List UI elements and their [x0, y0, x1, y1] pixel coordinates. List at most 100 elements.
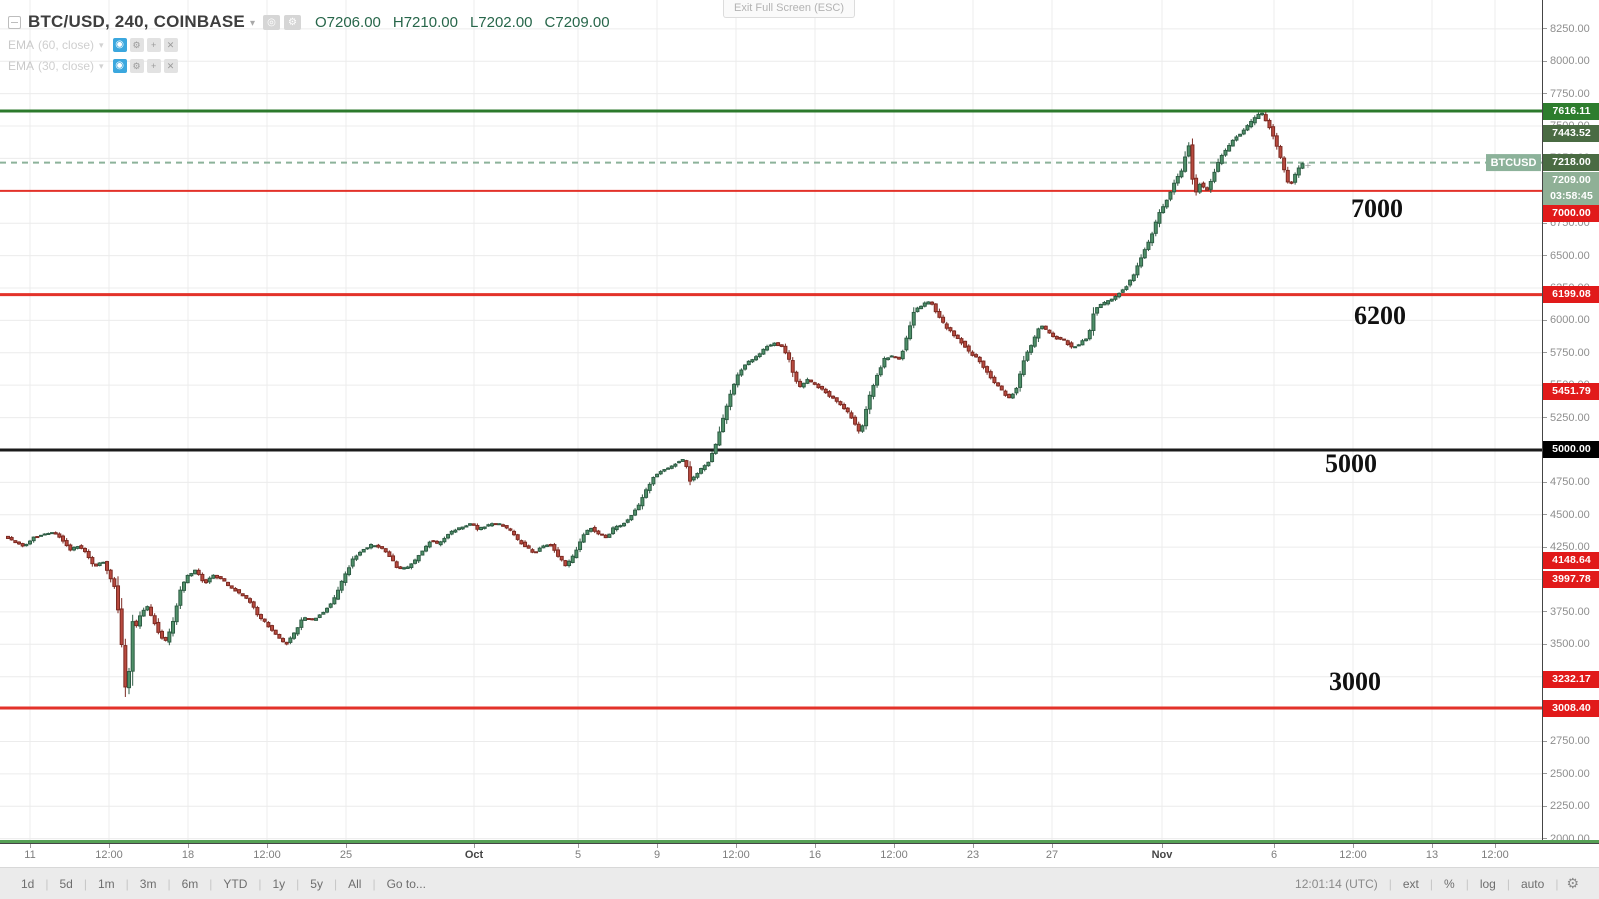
toolbar-separator: |: [296, 876, 300, 891]
toolbar-separator: |: [125, 876, 129, 891]
range-button-1m[interactable]: 1m: [97, 876, 115, 891]
time-tick-mark: [1052, 844, 1053, 848]
indicator-visibility-icon[interactable]: ◉: [112, 59, 127, 73]
symbol-dropdown-caret[interactable]: ▾: [249, 17, 255, 29]
time-tick-mark: [736, 844, 737, 848]
clock-utc[interactable]: 12:01:14 (UTC): [1295, 876, 1378, 891]
time-tick-mark: [657, 844, 658, 848]
time-tick-label: 12:00: [880, 849, 908, 861]
bottom-toolbar: 1d | 5d | 1m | 3m | 6m | YTD | 1y | 5y | All | Go to... 12…: [0, 867, 1599, 899]
toolbar-separator: |: [1429, 876, 1434, 891]
annotation-6200[interactable]: 6200: [1354, 301, 1406, 330]
indicator-caret[interactable]: ▾: [99, 40, 104, 50]
series-visibility-icon[interactable]: ◎: [262, 14, 280, 30]
chart-plot-area[interactable]: 7000 6200 5000 3000 BTCUSD + BTC/USD, 240, CO…: [0, 0, 1542, 843]
indicator-visibility-icon[interactable]: ◉: [112, 38, 127, 52]
time-tick-mark: [474, 844, 475, 848]
price-badge-6199.08: 6199.08: [1543, 286, 1599, 304]
toolbar-button-ext[interactable]: ext: [1402, 876, 1419, 891]
indicator-settings-icon[interactable]: ⚙: [129, 59, 144, 73]
grid-lines: [0, 0, 1542, 843]
indicator-add-icon[interactable]: +: [146, 38, 161, 52]
price-badge-7443.52: 7443.52: [1543, 124, 1599, 142]
time-tick-label: 5: [574, 849, 582, 861]
time-tick-mark: [30, 844, 31, 848]
ohlc-high: H7210.00: [392, 13, 458, 31]
price-badge-5451.79: 5451.79: [1543, 382, 1599, 400]
goto-button[interactable]: Go to...: [386, 876, 426, 891]
indicator-name[interactable]: EMA: [8, 59, 35, 73]
ohlc-low: L7202.00: [469, 13, 533, 31]
indicator-name[interactable]: EMA: [8, 38, 35, 52]
range-button-1d[interactable]: 1d: [21, 876, 35, 891]
range-button-6m[interactable]: 6m: [181, 876, 199, 891]
price-tick: 5750.00: [1543, 346, 1590, 360]
price-badge-5000.00: 5000.00: [1543, 441, 1599, 459]
toolbar-button-log[interactable]: log: [1479, 876, 1496, 891]
toolbar-button-auto[interactable]: auto: [1520, 876, 1545, 891]
time-tick-label: 23: [966, 849, 980, 861]
gear-icon[interactable]: ⚙: [1566, 875, 1579, 891]
time-tick-mark: [578, 844, 579, 848]
time-tick-label: Nov: [1151, 849, 1173, 861]
price-badge-7616.11: 7616.11: [1543, 102, 1599, 120]
time-tick-mark: [109, 844, 110, 848]
time-tick-mark: [973, 844, 974, 848]
time-tick-mark: [267, 844, 268, 848]
indicator-remove-icon[interactable]: ✕: [163, 38, 178, 52]
time-tick-mark: [1162, 844, 1163, 848]
time-tick-mark: [894, 844, 895, 848]
price-badge-3997.78: 3997.78: [1543, 571, 1599, 589]
range-button-3m[interactable]: 3m: [139, 876, 157, 891]
price-tick: 5250.00: [1543, 411, 1590, 425]
indicator-row-1: EMA (60, close) ▾ ◉ ⚙ + ✕: [8, 35, 610, 55]
last-price-marker: +: [1305, 160, 1311, 172]
ohlc-close: C7209.00: [544, 13, 610, 31]
toolbar-separator: |: [372, 876, 376, 891]
range-button-1y[interactable]: 1y: [272, 876, 286, 891]
exit-fullscreen-tooltip: Exit Full Screen (ESC): [723, 0, 856, 18]
annotation-3000[interactable]: 3000: [1329, 667, 1381, 696]
time-tick-label: 16: [808, 849, 822, 861]
price-badge-7218.00: 7218.00: [1543, 154, 1599, 172]
time-tick-label: 27: [1045, 849, 1059, 861]
indicator-add-icon[interactable]: +: [146, 59, 161, 73]
svg-text:BTCUSD: BTCUSD: [1491, 157, 1537, 169]
price-axis[interactable]: 8250.008000.007750.007500.007250.007000.…: [1542, 0, 1599, 843]
range-button-5y[interactable]: 5y: [310, 876, 323, 891]
toolbar-separator: |: [167, 876, 171, 891]
range-button-All[interactable]: All: [348, 876, 362, 891]
price-tick: 2000.00: [1543, 832, 1590, 843]
symbol-title[interactable]: BTC/USD, 240, COINBASE: [28, 12, 245, 31]
price-tick: 2250.00: [1543, 799, 1590, 813]
time-tick-mark: [346, 844, 347, 848]
annotation-7000[interactable]: 7000: [1351, 194, 1403, 223]
time-tick-mark: [1353, 844, 1354, 848]
price-badge-4148.64: 4148.64: [1543, 551, 1599, 569]
candlestick-series[interactable]: [6, 111, 1305, 697]
toolbar-button-%[interactable]: %: [1444, 876, 1455, 891]
time-tick-mark: [188, 844, 189, 848]
time-tick-label: Oct: [464, 849, 484, 861]
time-tick-label: 25: [339, 849, 353, 861]
horizontal-price-lines[interactable]: [0, 109, 1542, 710]
legend-collapse-icon[interactable]: [8, 15, 21, 29]
toolbar-separator: |: [1388, 876, 1392, 891]
price-tick: 8250.00: [1543, 22, 1590, 36]
candlestick-chart[interactable]: 7000 6200 5000 3000 BTCUSD +: [0, 0, 1542, 843]
svg-text:+: +: [1305, 160, 1311, 172]
range-button-5d[interactable]: 5d: [59, 876, 73, 891]
indicator-remove-icon[interactable]: ✕: [163, 59, 178, 73]
green-bottom-line[interactable]: [0, 840, 1599, 843]
indicator-settings-icon[interactable]: ⚙: [129, 38, 144, 52]
series-settings-icon[interactable]: ⚙: [283, 14, 301, 30]
time-axis[interactable]: 11 12:00 18 12:00 25 Oct 5 9 12:00 16 12:00 23 27 Nov…: [0, 843, 1599, 867]
price-badge-3008.40: 3008.40: [1543, 699, 1599, 717]
indicator-caret[interactable]: ▾: [99, 61, 104, 71]
annotation-5000[interactable]: 5000: [1325, 449, 1377, 478]
indicator-params: (30, close): [38, 59, 95, 73]
toolbar-separator: |: [1465, 876, 1469, 891]
toolbar-separator: |: [1555, 876, 1559, 891]
range-button-YTD[interactable]: YTD: [223, 876, 248, 891]
